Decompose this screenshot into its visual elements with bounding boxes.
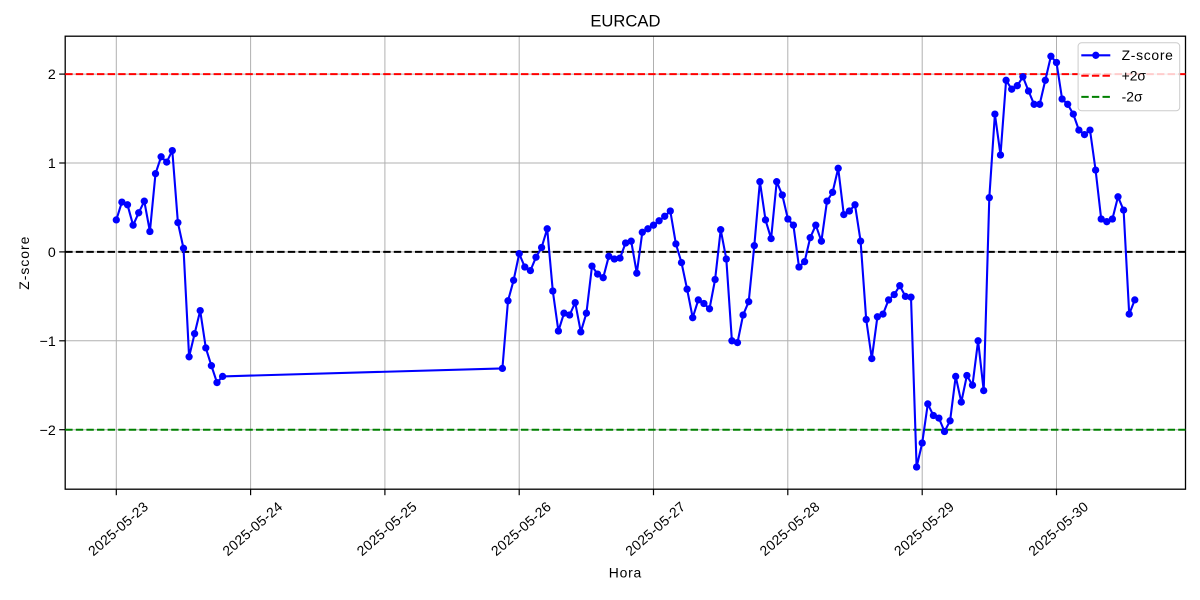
svg-text:Z-score: Z-score — [1122, 47, 1174, 63]
svg-text:EURCAD: EURCAD — [590, 11, 660, 30]
svg-text:-2σ: -2σ — [1122, 89, 1143, 105]
svg-text:−2: −2 — [40, 423, 56, 439]
svg-text:Hora: Hora — [609, 565, 642, 581]
svg-text:−1: −1 — [40, 334, 56, 350]
svg-text:0: 0 — [48, 245, 56, 261]
svg-text:Z-score: Z-score — [16, 236, 32, 290]
svg-text:1: 1 — [48, 156, 56, 172]
svg-text:+2σ: +2σ — [1122, 68, 1147, 84]
svg-text:2: 2 — [48, 67, 56, 83]
